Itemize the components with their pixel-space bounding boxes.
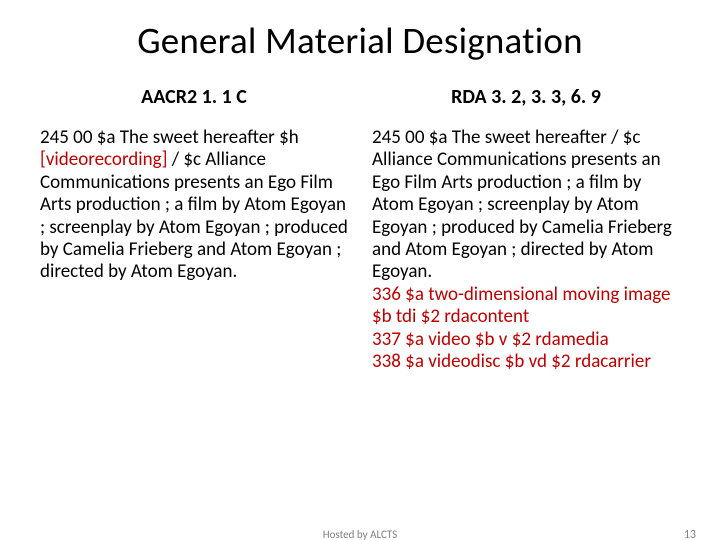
text-run: 338 $a videodisc $b vd $2 rdacarrier [372, 350, 651, 373]
slide: General Material Designation AACR2 1. 1 … [0, 0, 720, 540]
left-column-header: AACR2 1. 1 C [40, 85, 348, 109]
text-entry: 245 00 $a The sweet hereafter / $c Allia… [372, 127, 680, 284]
text-entry: 338 $a videodisc $b vd $2 rdacarrier [372, 351, 680, 373]
right-column-header: RDA 3. 2, 3. 3, 6. 9 [372, 85, 680, 109]
right-column-body: 245 00 $a The sweet hereafter / $c Allia… [372, 127, 680, 373]
text-run: 336 $a two-dimensional moving image $b t… [372, 283, 670, 328]
footer-host: Hosted by ALCTS [323, 528, 397, 540]
slide-title: General Material Designation [40, 18, 680, 63]
text-entry: 245 00 $a The sweet hereafter $h [videor… [40, 127, 348, 284]
columns-wrapper: AACR2 1. 1 C 245 00 $a The sweet hereaft… [40, 85, 680, 373]
text-run: 337 $a video $b v $2 rdamedia [372, 328, 609, 351]
text-entry: 336 $a two-dimensional moving image $b t… [372, 284, 680, 329]
text-run: 245 00 $a The sweet hereafter / $c Allia… [372, 126, 672, 283]
right-column: RDA 3. 2, 3. 3, 6. 9 245 00 $a The sweet… [372, 85, 680, 373]
left-column-body: 245 00 $a The sweet hereafter $h [videor… [40, 127, 348, 284]
slide-number: 13 [684, 528, 696, 540]
left-column: AACR2 1. 1 C 245 00 $a The sweet hereaft… [40, 85, 348, 373]
text-run: 245 00 $a The sweet hereafter $h [40, 126, 299, 149]
text-run: [videorecording] [40, 148, 167, 171]
text-entry: 337 $a video $b v $2 rdamedia [372, 329, 680, 351]
